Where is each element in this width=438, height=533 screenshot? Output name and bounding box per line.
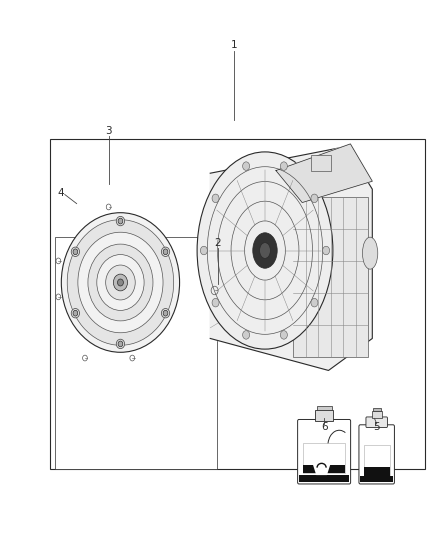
Bar: [299, 475, 350, 482]
Polygon shape: [276, 144, 372, 203]
Ellipse shape: [161, 247, 170, 256]
Circle shape: [243, 162, 250, 171]
Circle shape: [311, 194, 318, 203]
Ellipse shape: [260, 243, 270, 259]
Circle shape: [243, 330, 250, 339]
Circle shape: [163, 310, 168, 316]
Ellipse shape: [197, 152, 333, 349]
Bar: [364, 446, 390, 475]
FancyBboxPatch shape: [359, 425, 394, 484]
Ellipse shape: [253, 233, 277, 268]
Circle shape: [212, 194, 219, 203]
Ellipse shape: [97, 255, 144, 310]
Ellipse shape: [67, 220, 173, 345]
Bar: [303, 442, 345, 473]
Circle shape: [212, 298, 219, 307]
Circle shape: [73, 310, 78, 316]
Bar: [364, 467, 390, 475]
Circle shape: [280, 162, 287, 171]
Circle shape: [200, 246, 208, 255]
Text: 6: 6: [321, 423, 328, 432]
Ellipse shape: [117, 339, 124, 349]
Ellipse shape: [161, 309, 170, 318]
Text: 1: 1: [231, 41, 238, 50]
Bar: [293, 197, 368, 357]
Circle shape: [322, 246, 329, 255]
Circle shape: [73, 249, 78, 255]
FancyBboxPatch shape: [297, 419, 350, 484]
Text: 4: 4: [57, 188, 64, 198]
FancyBboxPatch shape: [366, 417, 387, 427]
Circle shape: [311, 298, 318, 307]
Bar: [372, 411, 381, 418]
Ellipse shape: [88, 244, 153, 321]
Circle shape: [280, 330, 287, 339]
Circle shape: [163, 249, 168, 255]
Ellipse shape: [61, 213, 180, 352]
Text: 3: 3: [105, 126, 112, 135]
Text: 5: 5: [373, 423, 380, 432]
Bar: [317, 406, 332, 410]
Bar: [360, 475, 393, 482]
Ellipse shape: [113, 274, 127, 291]
Circle shape: [118, 218, 123, 224]
Ellipse shape: [117, 279, 124, 286]
Ellipse shape: [117, 216, 124, 226]
Polygon shape: [210, 147, 372, 370]
Bar: [55, 237, 217, 469]
Ellipse shape: [106, 265, 135, 300]
Ellipse shape: [78, 232, 163, 333]
Circle shape: [118, 341, 123, 347]
Bar: [373, 408, 381, 411]
Ellipse shape: [362, 237, 378, 269]
Bar: [315, 410, 333, 421]
Text: 2: 2: [214, 238, 221, 247]
Bar: [50, 139, 425, 469]
Bar: [311, 155, 331, 171]
Ellipse shape: [71, 309, 80, 318]
Ellipse shape: [71, 247, 80, 256]
Polygon shape: [313, 458, 330, 475]
Bar: [303, 465, 345, 473]
